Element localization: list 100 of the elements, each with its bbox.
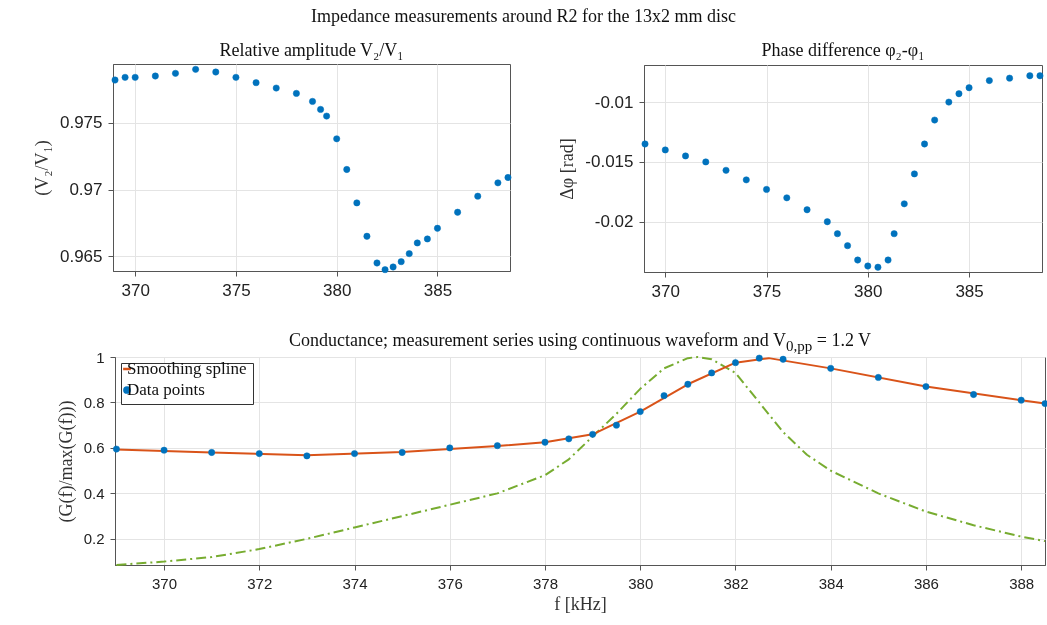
point (272, 84, 280, 92)
point (900, 200, 908, 208)
point (955, 90, 963, 98)
x-tick-label: 385 (955, 281, 984, 301)
y-tick-label: -0.015 (585, 152, 634, 172)
point (351, 450, 358, 458)
y-tick-label: 1 (96, 348, 105, 366)
x-tick-label: 372 (247, 574, 273, 592)
x-tick-label: 375 (222, 280, 251, 300)
point (373, 259, 381, 267)
point (323, 112, 331, 120)
line-series (115, 356, 1046, 566)
x-tick-label: 380 (628, 574, 654, 592)
x-tick-label: 380 (854, 281, 883, 301)
point (504, 174, 512, 181)
point (1026, 72, 1034, 80)
point (834, 230, 841, 238)
x-tick-label: 385 (423, 280, 453, 300)
point (965, 84, 973, 92)
point (589, 430, 597, 438)
point (1017, 396, 1025, 404)
chart-title: Phase difference φ₂-φ₁ (760, 40, 926, 61)
point (292, 89, 300, 97)
point (1036, 72, 1044, 80)
y-axis-title: (V₂/V₁) (31, 140, 53, 196)
y-tick-label: 0.965 (59, 246, 103, 266)
y-tick-label: 0.6 (83, 439, 105, 457)
point (1006, 74, 1013, 82)
point (381, 266, 389, 274)
x-tick-label: 380 (323, 280, 352, 300)
point (854, 256, 862, 264)
point (613, 421, 620, 429)
x-tick-label: 386 (913, 574, 939, 592)
point (864, 262, 872, 270)
point (970, 391, 977, 398)
point (844, 242, 851, 250)
point (921, 140, 928, 148)
chart-title: Relative amplitude V₂/V₁ (218, 40, 405, 61)
point (160, 446, 168, 454)
point (232, 73, 240, 81)
y-tick-label: 0.4 (83, 484, 105, 502)
point (722, 166, 730, 174)
point (823, 218, 831, 226)
point (660, 392, 668, 400)
point (454, 208, 462, 216)
point (343, 166, 351, 173)
point (208, 449, 216, 456)
point (434, 224, 441, 232)
point (151, 72, 159, 80)
point (353, 199, 361, 207)
point (303, 452, 311, 460)
point (333, 135, 341, 143)
x-tick-label: 376 (437, 574, 463, 592)
point (413, 239, 421, 247)
point (113, 445, 120, 453)
point (827, 364, 835, 372)
point (252, 79, 260, 87)
x-tick-label: 370 (651, 281, 680, 301)
point (874, 374, 882, 381)
point (493, 442, 501, 450)
y-axis-title: (G(f)/max(G(f))) (55, 400, 77, 523)
y-tick-label: 0.8 (83, 393, 105, 411)
point (1041, 400, 1047, 408)
point (742, 176, 750, 184)
x-tick-label: 374 (342, 574, 368, 592)
point (389, 263, 397, 271)
point (121, 73, 129, 81)
point (363, 232, 371, 240)
y-tick-label: -0.01 (594, 92, 634, 112)
point (494, 179, 502, 187)
x-tick-label: 378 (532, 574, 559, 592)
point (641, 140, 649, 148)
point (131, 73, 139, 81)
legend-label: Smoothing spline (127, 359, 247, 378)
point (541, 438, 549, 446)
point (890, 230, 898, 238)
x-tick-label: 370 (121, 280, 150, 300)
point (910, 170, 918, 178)
point (702, 158, 710, 166)
point (803, 206, 811, 214)
x-axis-title: f [kHz] (554, 593, 607, 614)
point (779, 355, 787, 363)
point (255, 450, 263, 458)
point (755, 354, 763, 362)
point (474, 192, 482, 200)
y-tick-label: 0.2 (83, 530, 105, 548)
y-axis-title: Δφ [rad] (557, 138, 578, 200)
chart-title: Conductance; measurement series using continuous waveform and V$_{0,pp}$ = 1.2 V (287, 330, 873, 355)
y-tick-label: 0.97 (69, 180, 103, 200)
x-tick-label: 388 (1009, 574, 1035, 592)
point (874, 263, 882, 271)
point (684, 380, 692, 388)
point (732, 359, 739, 367)
x-tick-label: 375 (752, 281, 782, 301)
legend-label: Data points (127, 380, 205, 399)
point (397, 258, 405, 266)
x-tick-label: 384 (818, 574, 844, 592)
y-tick-label: 0.975 (59, 113, 103, 133)
point (922, 383, 930, 390)
point (398, 449, 406, 456)
